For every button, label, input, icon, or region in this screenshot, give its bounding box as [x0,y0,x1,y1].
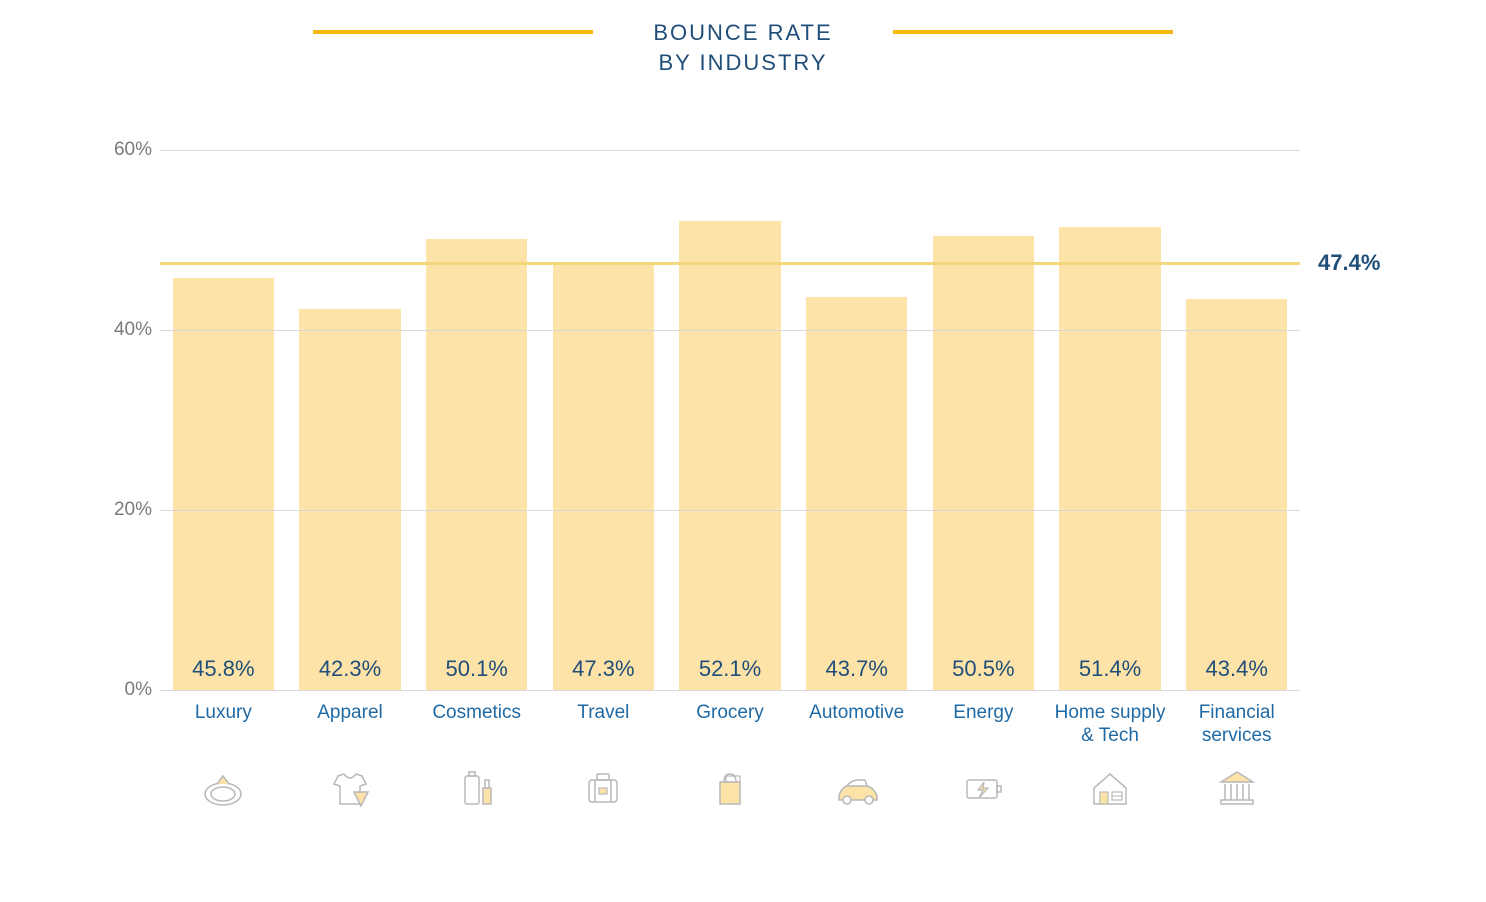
gridline [160,510,1300,511]
bar: 45.8% [173,278,274,690]
bar-value-label: 45.8% [173,656,274,682]
bar-value-label: 51.4% [1059,656,1160,682]
bar-value-label: 43.7% [806,656,907,682]
chart-title: BOUNCE RATE BY INDUSTRY [653,18,832,77]
bar-value-label: 50.1% [426,656,527,682]
bar-value-label: 43.4% [1186,656,1287,682]
battery-icon [920,760,1047,816]
bar: 47.3% [553,264,654,690]
bar-column: 50.1% [413,239,540,690]
chart: 45.8% 42.3% 50.1% 47.3% 52.1% 43.7% 50.5% 51.4%… [100,150,1400,850]
bar: 42.3% [299,309,400,690]
bar-value-label: 47.3% [553,656,654,682]
bar: 52.1% [679,221,780,690]
x-axis-labels: LuxuryApparelCosmeticsTravelGroceryAutom… [160,702,1300,748]
gridline [160,150,1300,151]
bar-column: 51.4% [1047,227,1174,690]
bar: 51.4% [1059,227,1160,690]
category-label: Cosmetics [413,702,540,748]
bar-value-label: 52.1% [679,656,780,682]
gridline [160,690,1300,691]
average-line [160,262,1300,265]
category-label: Home supply& Tech [1047,702,1174,748]
house-icon [1047,760,1174,816]
chart-title-line1: BOUNCE RATE [653,18,832,48]
bar-column: 50.5% [920,236,1047,691]
category-icons-row [160,760,1300,816]
category-label: Financialservices [1173,702,1300,748]
plot-area: 45.8% 42.3% 50.1% 47.3% 52.1% 43.7% 50.5% 51.4%… [160,150,1300,690]
bar-column: 45.8% [160,278,287,690]
bar: 50.1% [426,239,527,690]
category-label: Automotive [793,702,920,748]
y-tick-label: 60% [104,139,152,161]
suitcase-icon [540,760,667,816]
bar-column: 52.1% [667,221,794,690]
bar-column: 47.3% [540,264,667,690]
category-label: Apparel [287,702,414,748]
chart-title-line2: BY INDUSTRY [653,48,832,78]
bar-value-label: 50.5% [933,656,1034,682]
title-rule-left [313,30,593,34]
shirt-icon [287,760,414,816]
category-label: Energy [920,702,1047,748]
y-tick-label: 20% [104,499,152,521]
category-label: Luxury [160,702,287,748]
bar: 43.4% [1186,299,1287,690]
bar-column: 42.3% [287,309,414,690]
bar-column: 43.4% [1173,299,1300,690]
title-row: BOUNCE RATE BY INDUSTRY [0,0,1486,77]
ring-icon [160,760,287,816]
gridline [160,330,1300,331]
bar-value-label: 42.3% [299,656,400,682]
y-tick-label: 40% [104,319,152,341]
average-label: 47.4% [1318,250,1380,276]
car-icon [793,760,920,816]
bar-column: 43.7% [793,297,920,690]
bar: 50.5% [933,236,1034,691]
category-label: Grocery [667,702,794,748]
cosmetics-icon [413,760,540,816]
category-label: Travel [540,702,667,748]
bag-icon [667,760,794,816]
title-rule-right [893,30,1173,34]
bank-icon [1173,760,1300,816]
bars-container: 45.8% 42.3% 50.1% 47.3% 52.1% 43.7% 50.5% 51.4%… [160,150,1300,690]
y-tick-label: 0% [104,679,152,701]
bar: 43.7% [806,297,907,690]
